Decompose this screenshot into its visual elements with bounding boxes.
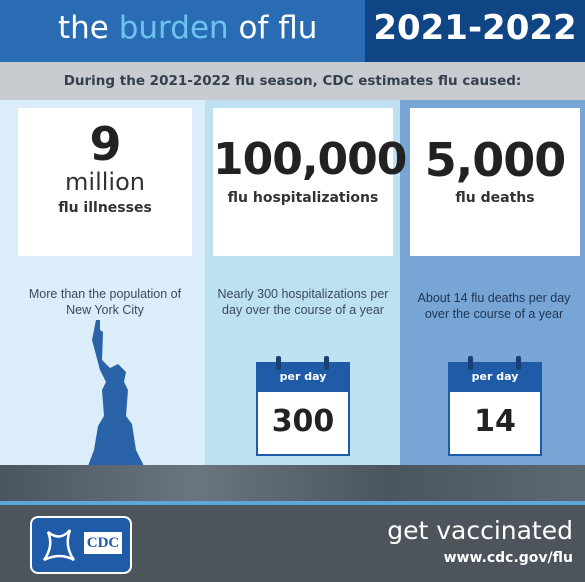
calendar-value: 300 bbox=[256, 392, 350, 456]
stat-value: 5,000 bbox=[424, 133, 567, 187]
season: 2021-2022 bbox=[373, 8, 577, 48]
stat-value: 100,000 bbox=[213, 134, 407, 185]
description: About 14 flu deaths per day over the cou… bbox=[417, 291, 571, 321]
title-word: of flu bbox=[238, 10, 318, 46]
statue-of-liberty bbox=[88, 320, 144, 466]
title-word: burden bbox=[118, 10, 229, 46]
stat-card: 5,000 flu deaths bbox=[410, 108, 580, 256]
description: Nearly 300 hospitalizations per day over… bbox=[217, 287, 389, 317]
cta: get vaccinated bbox=[387, 516, 573, 545]
stat-card: 100,000 flu hospitalizations bbox=[213, 108, 407, 256]
stat-value: 9 bbox=[89, 117, 121, 171]
logo-text: CDC bbox=[84, 532, 122, 554]
calendar: per day 14 bbox=[448, 356, 542, 456]
stat-label: flu deaths bbox=[455, 190, 535, 206]
calendar-value: 14 bbox=[448, 392, 542, 456]
title: the burden of flu bbox=[58, 10, 317, 46]
header-left bbox=[0, 0, 365, 62]
accent-line bbox=[0, 501, 585, 505]
calendar-header: per day bbox=[256, 362, 350, 392]
header-right bbox=[365, 0, 585, 62]
calendar-header: per day bbox=[448, 362, 542, 392]
hhs-emblem bbox=[42, 529, 76, 562]
calendar: per day 300 bbox=[256, 356, 350, 456]
description: More than the population of New York Cit… bbox=[28, 287, 182, 317]
cdc-logo: CDC bbox=[30, 516, 132, 574]
stat-label: flu illnesses bbox=[58, 200, 152, 216]
stat-unit: million bbox=[65, 168, 145, 196]
title-word: the bbox=[58, 10, 109, 46]
subtitle: During the 2021-2022 flu season, CDC est… bbox=[0, 62, 585, 100]
texture-band bbox=[0, 465, 585, 501]
stat-card: 9 million flu illnesses bbox=[18, 108, 192, 256]
url: www.cdc.gov/flu bbox=[443, 550, 573, 566]
stat-label: flu hospitalizations bbox=[227, 190, 379, 206]
